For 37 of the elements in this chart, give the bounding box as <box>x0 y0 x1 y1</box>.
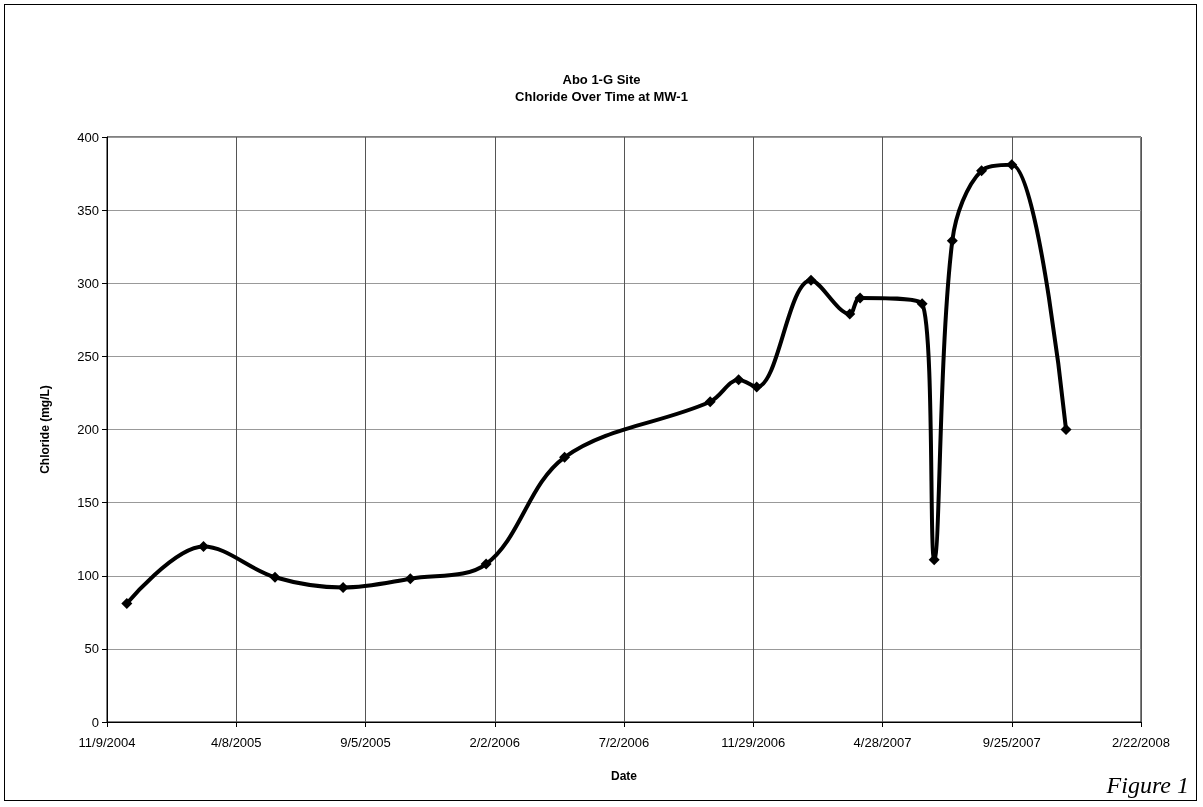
point <box>976 165 988 177</box>
point <box>946 235 958 247</box>
point <box>1060 424 1072 435</box>
x-tick-label: 2/2/2006 <box>469 735 521 750</box>
x-axis-title: Date <box>610 769 638 783</box>
point <box>733 374 745 386</box>
x-tick-label: 4/8/2005 <box>210 735 262 750</box>
chart-title: Abo 1-G Site <box>562 72 641 87</box>
point <box>404 573 416 585</box>
chart-subtitle: Chloride Over Time at MW-1 <box>515 89 688 104</box>
point <box>269 571 281 583</box>
y-tick-label: 0 <box>91 714 99 730</box>
point <box>559 451 571 463</box>
point <box>480 558 492 570</box>
point <box>751 381 763 393</box>
point <box>844 308 856 320</box>
point <box>121 598 133 610</box>
x-tick-label: 9/25/2007 <box>982 735 1041 750</box>
y-tick-label: 200 <box>77 422 99 437</box>
x-tick-label: 2/22/2008 <box>1112 735 1170 750</box>
x-tick-label: 9/5/2005 <box>340 735 391 750</box>
y-tick-label: 400 <box>77 129 99 145</box>
y-tick-label: 350 <box>77 202 99 218</box>
point <box>916 298 928 310</box>
x-tick-label: 4/28/2007 <box>853 735 912 750</box>
caption: Figure 1 <box>1106 772 1189 799</box>
y-tick-label: 50 <box>84 641 99 657</box>
point <box>704 396 716 408</box>
y-tick-label: 150 <box>77 495 99 511</box>
y-tick-label: 300 <box>77 275 99 291</box>
x-tick-label: 7/2/2006 <box>598 735 650 750</box>
x-tick-label: 11/29/2006 <box>721 735 786 750</box>
y-axis-title: Chloride (mg/L) <box>38 385 52 474</box>
x-tick-label: 11/9/2004 <box>78 735 136 750</box>
y-tick-label: 100 <box>77 568 99 584</box>
y-tick-label: 250 <box>77 348 99 364</box>
point <box>805 274 817 286</box>
